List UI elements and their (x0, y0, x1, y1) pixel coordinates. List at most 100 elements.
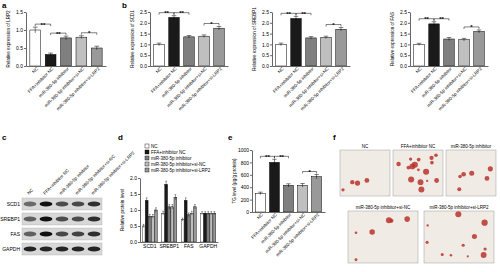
blot-row-label: GAPDH (2, 246, 20, 252)
lipid-droplet (355, 231, 358, 234)
significance-label: ** (424, 16, 429, 22)
lipid-droplet (488, 166, 493, 171)
x-axis: NCFFA+inhibitor NCmiR-380-5p inhibitormi… (27, 66, 107, 112)
bar (30, 30, 41, 66)
y-tick-label: 1.0 (140, 42, 147, 48)
blot-column-label: NC (26, 187, 35, 196)
lipid-droplet (441, 253, 444, 256)
y-tick-label: 0.0 (16, 63, 23, 69)
error-bar (202, 35, 207, 38)
blot-band (40, 216, 53, 221)
bar (210, 213, 213, 242)
lipid-droplet (485, 176, 490, 181)
y-tick: 2.0 (140, 20, 150, 26)
blot-strip (22, 213, 102, 225)
y-tick: 2.0 (130, 175, 140, 181)
bar (474, 31, 485, 66)
bar (214, 28, 225, 66)
y-tick: 800 (241, 160, 252, 166)
y-tick-mark (408, 66, 410, 67)
x-tick: miR-380-5p inhibitor+si-LRP2 (177, 66, 223, 112)
error-bar (447, 37, 452, 40)
lipid-droplet (418, 179, 424, 185)
bar (270, 162, 280, 212)
significance-label: ** (279, 154, 284, 160)
x-tick: SREBP1 (159, 243, 179, 249)
y-tick-mark (24, 48, 26, 49)
lipid-droplet (469, 171, 474, 176)
x-tick: FAS (184, 243, 194, 249)
error-bar (172, 205, 174, 209)
significance-label: ** (179, 10, 184, 16)
y-tick: 0.0 (16, 63, 26, 69)
x-tick-label: NC (256, 212, 265, 221)
error-bar (149, 214, 151, 218)
bar (145, 200, 148, 242)
error-bar (432, 22, 437, 26)
error-bar (462, 38, 467, 41)
error-bar (187, 36, 192, 39)
micrograph (446, 150, 496, 196)
x-tick-label: FFA+inhibitor NC (27, 66, 55, 94)
lipid-droplet (467, 255, 469, 257)
y-tick-mark (24, 30, 26, 31)
significance-label: * (308, 169, 311, 175)
error-bar (477, 30, 482, 33)
error-bar (294, 16, 299, 20)
bar (459, 40, 470, 66)
plot-area (154, 16, 225, 66)
bar (168, 207, 171, 242)
blot-row-label: FAS (11, 231, 21, 237)
blot-band (88, 201, 101, 206)
y-tick-label: 1.0 (130, 207, 137, 213)
error-bar (155, 208, 157, 212)
error-bar (143, 224, 145, 227)
x-axis: NCFFA+inhibitor NCmiR-380-5p inhibitormi… (410, 66, 488, 112)
error-bar (207, 212, 209, 215)
bar (312, 177, 322, 212)
y-tick-mark (148, 12, 150, 13)
x-tick-label: miR-380-5p inhibitor+si-LRP2 (437, 66, 483, 112)
y-tick-label: 2.5 (140, 9, 147, 15)
x-tick: GAPDH (199, 243, 217, 249)
x-tick: FFA+inhibitor NC (150, 66, 178, 94)
lipid-droplet (434, 178, 439, 183)
error-bar (286, 184, 290, 187)
y-tick: 1.5 (130, 191, 140, 197)
x-tick: NC (415, 66, 424, 75)
bar (154, 210, 157, 242)
bar (181, 220, 184, 242)
x-tick-label: NC (277, 66, 286, 75)
legend-label: miR-380-5p inhibitor (151, 156, 192, 161)
lipid-droplet (481, 220, 487, 226)
y-axis: 0.00.51.01.52.0 (130, 175, 140, 245)
y-tick-label: 1.5 (16, 9, 23, 15)
y-tick-label: 2.5 (400, 9, 407, 15)
x-tick-label: GAPDH (199, 243, 217, 249)
y-tick-label: 1000 (238, 147, 249, 153)
y-tick-mark (148, 34, 150, 35)
lipid-droplet (426, 180, 428, 182)
y-tick-mark (250, 200, 252, 201)
axis-line (150, 13, 151, 67)
y-tick: 0.0 (130, 239, 140, 245)
y-axis-title: Relative expression of SREBP1 (252, 7, 257, 71)
error-bar (33, 27, 38, 33)
error-bar (417, 43, 422, 45)
error-bar (191, 211, 193, 215)
error-bar (217, 26, 222, 29)
legend-label: FFA+inhibitor NC (151, 150, 186, 155)
lipid-droplet (409, 157, 412, 160)
bar (213, 213, 216, 242)
y-axis: 0.00.51.01.5 (16, 9, 26, 69)
y-tick-label: 2.0 (130, 175, 137, 181)
bar (76, 37, 87, 66)
blot-band (56, 246, 69, 251)
lipid-droplet (404, 216, 410, 222)
error-bar (94, 46, 99, 50)
error-bar (157, 43, 162, 46)
bar (291, 18, 302, 66)
axis-line (410, 13, 411, 67)
error-bar (194, 205, 196, 209)
x-axis: NCFFA+inhibitor NCmiR-380-5p inhibitormi… (150, 66, 228, 112)
